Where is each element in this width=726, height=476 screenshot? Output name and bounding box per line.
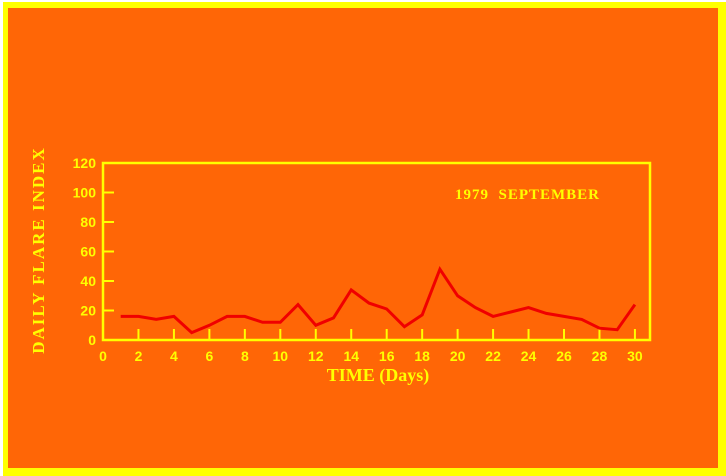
left-white-edge — [0, 0, 3, 476]
x-tick-label: 14 — [343, 348, 359, 364]
x-tick-label: 26 — [556, 348, 572, 364]
y-tick-label: 100 — [73, 185, 97, 201]
chart-annotation-date: 1979 SEPTEMBER — [455, 187, 601, 203]
x-tick-label: 0 — [99, 348, 107, 364]
x-tick-label: 30 — [627, 348, 643, 364]
y-tick-label: 60 — [80, 244, 96, 260]
daily-flare-index-series — [120, 265, 637, 335]
x-tick-label: 2 — [135, 348, 143, 364]
y-tick-label: 0 — [88, 332, 96, 348]
x-tick-label: 6 — [205, 348, 213, 364]
x-tick-label: 22 — [485, 348, 501, 364]
top-white-edge — [0, 0, 726, 2]
y-tick-label: 80 — [80, 214, 96, 230]
x-tick-label: 12 — [308, 348, 324, 364]
y-tick-label: 40 — [80, 273, 96, 289]
x-tick-label: 28 — [592, 348, 608, 364]
x-tick-label: 18 — [414, 348, 430, 364]
x-tick-label: 10 — [273, 348, 289, 364]
x-tick-label: 8 — [241, 348, 249, 364]
plot-box — [101, 161, 652, 342]
y-tick-label: 120 — [73, 155, 97, 171]
x-tick-label: 16 — [379, 348, 395, 364]
x-axis-title: TIME (Days) — [326, 365, 430, 385]
y-axis-title: DAILY FLARE INDEX — [29, 146, 48, 354]
x-tick-label: 4 — [170, 348, 178, 364]
x-tick-label: 20 — [450, 348, 466, 364]
x-tick-label: 24 — [521, 348, 537, 364]
y-tick-label: 20 — [80, 303, 96, 319]
